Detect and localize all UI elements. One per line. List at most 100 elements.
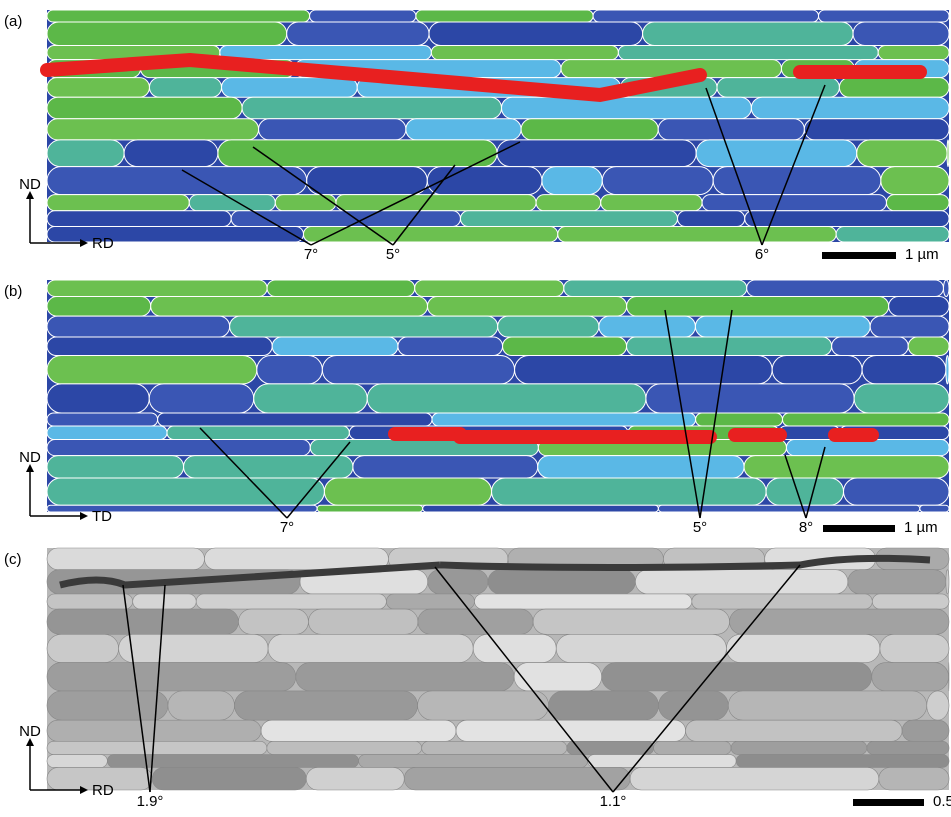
grain	[423, 505, 659, 512]
grain	[234, 691, 417, 720]
grain	[879, 767, 949, 790]
grain	[47, 548, 204, 570]
grain	[307, 167, 428, 195]
grain	[428, 570, 488, 594]
grain	[946, 570, 949, 594]
grain	[549, 691, 659, 720]
grain	[515, 356, 773, 384]
grain	[593, 10, 818, 22]
grain	[804, 119, 949, 140]
grain	[588, 755, 737, 768]
grain	[630, 767, 879, 790]
grain	[220, 45, 431, 59]
grain	[848, 570, 946, 594]
grain	[744, 456, 949, 478]
grain	[521, 119, 658, 140]
grain	[167, 426, 349, 439]
grain	[819, 10, 949, 22]
grain	[533, 609, 729, 634]
grain	[47, 356, 257, 384]
grain	[498, 316, 599, 337]
panel-label: (c)	[4, 551, 22, 568]
grain	[558, 227, 836, 242]
grain	[686, 720, 903, 741]
grain	[261, 720, 456, 741]
grain	[751, 97, 949, 119]
grain	[124, 140, 218, 167]
grain	[658, 119, 804, 140]
axis-label: ND	[19, 449, 41, 466]
grain	[728, 691, 926, 720]
grain	[567, 741, 654, 754]
annotation: 1.9°	[137, 793, 164, 810]
grain	[204, 548, 388, 570]
micrograph	[47, 280, 949, 512]
grain	[745, 211, 949, 227]
grain	[696, 413, 783, 426]
grain	[475, 594, 692, 609]
axis-label: TD	[92, 508, 112, 525]
grain	[47, 227, 303, 242]
grain	[881, 167, 949, 195]
grain	[158, 413, 432, 426]
grain	[460, 211, 677, 227]
axis-label: ND	[19, 176, 41, 193]
grain	[47, 211, 231, 227]
grain	[310, 10, 416, 22]
panel-label: (a)	[4, 13, 22, 30]
grain	[386, 594, 474, 609]
grain	[538, 456, 744, 478]
grain	[503, 337, 627, 356]
grain	[152, 767, 306, 790]
micrograph	[47, 548, 949, 790]
scale-bar	[853, 799, 924, 806]
grain	[222, 78, 358, 98]
grain	[870, 316, 949, 337]
grain	[542, 167, 602, 195]
grain	[654, 741, 731, 754]
grain	[149, 384, 253, 413]
annotation: 7°	[304, 246, 318, 263]
annotation: 5°	[693, 519, 707, 536]
grain	[947, 140, 949, 167]
grain	[322, 356, 514, 384]
grain	[336, 195, 536, 211]
grain	[287, 22, 429, 45]
grain	[47, 691, 168, 720]
scale-bar-label: 1 µm	[905, 246, 939, 263]
grain	[428, 296, 627, 316]
grain	[418, 691, 549, 720]
grain	[416, 10, 593, 22]
arrow-head	[80, 512, 88, 520]
grain	[678, 211, 745, 227]
grain	[920, 505, 949, 512]
grain	[47, 22, 287, 45]
grain	[47, 78, 149, 98]
grain	[946, 356, 949, 384]
grain	[254, 384, 368, 413]
grain	[488, 570, 635, 594]
grain	[857, 140, 947, 167]
grain	[692, 594, 873, 609]
axis-label: RD	[92, 235, 114, 252]
grain	[267, 741, 422, 754]
annotation: 7°	[280, 519, 294, 536]
grain	[432, 413, 696, 426]
grain	[853, 22, 949, 45]
grain	[47, 195, 189, 211]
grain	[854, 384, 949, 413]
grain	[696, 140, 857, 167]
grain	[782, 413, 949, 426]
grain	[872, 663, 949, 691]
grain	[47, 10, 310, 22]
grain	[695, 316, 870, 337]
grain	[47, 280, 267, 296]
grain	[635, 570, 847, 594]
grain	[872, 594, 949, 609]
grain	[844, 478, 949, 505]
grain	[427, 167, 542, 195]
grain	[119, 634, 268, 662]
grain	[47, 663, 296, 691]
